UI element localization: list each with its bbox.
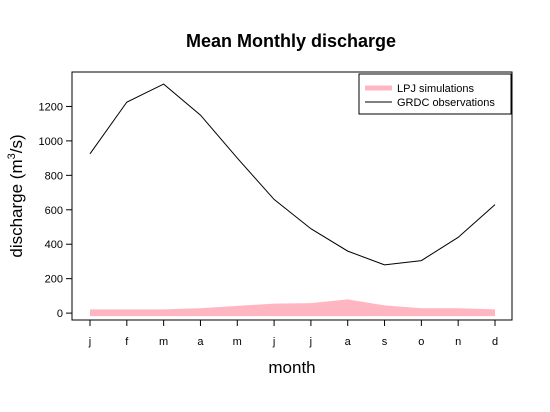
series-line-grdc-observations (89, 83, 496, 266)
legend: LPJ simulations GRDC observations (358, 73, 512, 115)
y-tick-label: 400 (45, 239, 63, 251)
y-tick-label: 1200 (39, 101, 63, 113)
plot-area (89, 83, 496, 317)
legend-label-lpj: LPJ simulations (397, 83, 475, 95)
y-axis-label-tail: /s) (7, 134, 26, 153)
x-tick-label: a (345, 336, 352, 348)
y-tick-label: 800 (45, 170, 63, 182)
x-tick-label: n (455, 336, 461, 348)
x-tick-label: d (492, 336, 498, 348)
x-tick-label: m (233, 336, 242, 348)
y-tick-label: 1000 (39, 136, 63, 148)
chart-title: Mean Monthly discharge (186, 31, 396, 51)
x-tick-label: o (418, 336, 424, 348)
y-axis-label-main: discharge (m (7, 159, 26, 257)
legend-box (358, 73, 512, 115)
x-tick-label: m (159, 336, 168, 348)
y-axis-label: discharge (m3/s) (6, 134, 26, 257)
x-tick-label: s (382, 336, 388, 348)
y-axis-label-sup: 3 (6, 153, 18, 159)
series-area-layer (90, 299, 495, 317)
legend-label-grdc: GRDC observations (397, 97, 495, 109)
x-axis-label: month (268, 358, 315, 377)
y-tick-label: 600 (45, 205, 63, 217)
x-tick-label: j (309, 336, 312, 348)
x-tick-label: j (88, 336, 91, 348)
y-tick-label: 0 (57, 308, 63, 320)
x-tick-label: a (197, 336, 204, 348)
plot-frame (71, 71, 513, 321)
y-tick-label: 200 (45, 274, 63, 286)
series-area-lpj-simulations (90, 299, 495, 317)
x-tick-label: j (272, 336, 275, 348)
y-axis: 0 200 400 600 800 1000 1200 (39, 101, 72, 320)
x-tick-label: f (125, 336, 129, 348)
series-line-layer (89, 83, 496, 266)
